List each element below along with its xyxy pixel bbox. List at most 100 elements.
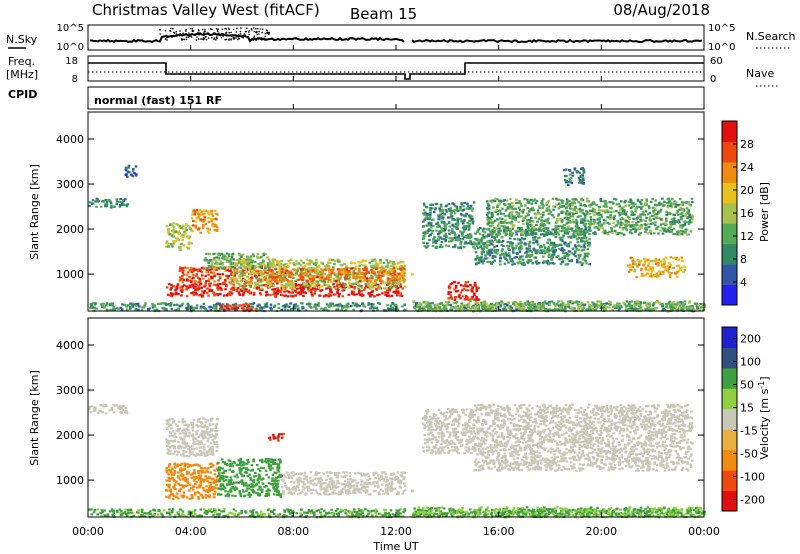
heatmap-cell xyxy=(644,230,647,233)
heatmap-cell xyxy=(207,279,211,282)
heatmap-cell xyxy=(431,229,435,232)
heatmap-cell xyxy=(626,304,630,307)
heatmap-cell xyxy=(337,295,341,298)
heatmap-cell xyxy=(272,283,276,286)
heatmap-cell xyxy=(252,268,255,271)
heatmap-cell xyxy=(441,229,444,232)
heatmap-cell xyxy=(394,303,398,307)
heatmap-cell xyxy=(289,287,293,290)
heatmap-cell xyxy=(669,221,672,224)
heatmap-cell xyxy=(478,256,482,259)
heatmap-cell xyxy=(472,201,476,204)
heatmap-cell xyxy=(138,305,141,308)
heatmap-cell xyxy=(551,228,555,231)
heatmap-cell xyxy=(521,222,525,225)
nsky-scatter-dot xyxy=(225,28,227,30)
heatmap-cell xyxy=(523,198,526,201)
heatmap-cell xyxy=(430,222,433,225)
heatmap-cell xyxy=(540,216,544,219)
heatmap-cell xyxy=(319,289,322,292)
nsky-scatter-dot xyxy=(185,36,188,38)
nsky-scatter-dot xyxy=(251,29,253,31)
heatmap-cell xyxy=(665,220,668,223)
heatmap-cell xyxy=(561,236,565,239)
heatmap-cell xyxy=(451,239,455,242)
heatmap-cell xyxy=(591,207,595,210)
heatmap-cell xyxy=(189,266,193,269)
heatmap-cell xyxy=(314,270,317,273)
heatmap-cell xyxy=(401,277,405,280)
heatmap-cell xyxy=(202,209,206,212)
heatmap-cell xyxy=(642,264,646,267)
nsky-scatter-dot xyxy=(205,38,208,41)
nsky-scatter-dot xyxy=(198,33,201,36)
heatmap-cell xyxy=(505,229,508,232)
heatmap-cell xyxy=(314,303,317,306)
heatmap-cell xyxy=(359,294,362,297)
heatmap-cell xyxy=(579,253,582,256)
heatmap-cell xyxy=(171,245,174,248)
heatmap-cell xyxy=(234,286,238,289)
heatmap-cell xyxy=(554,236,558,239)
heatmap-cell xyxy=(338,293,341,296)
heatmap-cell xyxy=(581,303,585,306)
heatmap-cell xyxy=(624,221,628,224)
heatmap-cell xyxy=(585,200,589,203)
heatmap-cell xyxy=(471,220,475,223)
heatmap-cell xyxy=(633,268,637,271)
heatmap-cell xyxy=(290,279,293,283)
heatmap-cell xyxy=(236,280,239,283)
heatmap-cell xyxy=(511,263,514,266)
heatmap-cell xyxy=(557,308,561,311)
heatmap-cell xyxy=(271,270,275,273)
heatmap-cell xyxy=(352,282,356,285)
heatmap-cell xyxy=(579,232,583,235)
nsky-scatter-dot xyxy=(175,30,178,33)
heatmap-cell xyxy=(370,285,374,288)
heatmap-cell xyxy=(565,232,568,235)
heatmap-cell xyxy=(625,219,628,222)
heatmap-cell xyxy=(225,252,229,255)
heatmap-cell xyxy=(395,276,399,279)
heatmap-cell xyxy=(576,241,580,244)
heatmap-cell xyxy=(514,247,517,250)
heatmap-cell xyxy=(252,302,256,305)
heatmap-cell xyxy=(219,260,223,263)
heatmap-cell xyxy=(218,273,222,276)
heatmap-cell xyxy=(615,209,618,213)
heatmap-cell xyxy=(641,205,644,208)
heatmap-cell xyxy=(525,251,529,254)
heatmap-cell xyxy=(333,259,337,262)
heatmap-cell xyxy=(503,262,507,265)
heatmap-cell xyxy=(556,225,560,228)
heatmap-cell xyxy=(278,265,282,269)
heatmap-cell xyxy=(666,302,670,305)
heatmap-cell xyxy=(265,290,268,293)
heatmap-cell xyxy=(454,286,458,289)
heatmap-cell xyxy=(292,284,295,287)
heatmap-cell xyxy=(665,210,668,213)
heatmap-cell xyxy=(499,199,502,202)
heatmap-cell xyxy=(661,227,665,230)
heatmap-cell xyxy=(258,292,262,295)
heatmap-cell xyxy=(373,295,376,298)
heatmap-cell xyxy=(504,218,507,221)
heatmap-cell xyxy=(577,229,581,232)
heatmap-cell xyxy=(469,284,472,287)
heatmap-cell xyxy=(276,282,279,285)
heatmap-cell xyxy=(283,284,287,287)
heatmap-cell xyxy=(370,302,373,305)
nsky-scatter-dot xyxy=(256,33,259,36)
heatmap-cell xyxy=(263,279,267,282)
heatmap-cell xyxy=(674,220,677,223)
heatmap-cell xyxy=(115,202,119,206)
heatmap-cell xyxy=(550,258,553,261)
heatmap-cell xyxy=(345,274,348,277)
heatmap-cell xyxy=(583,237,587,240)
heatmap-cell xyxy=(498,210,502,213)
heatmap-cell xyxy=(365,267,368,270)
heatmap-cell xyxy=(583,204,586,207)
heatmap-cell xyxy=(508,221,511,224)
heatmap-cell xyxy=(246,290,250,293)
heatmap-cell xyxy=(239,266,243,269)
